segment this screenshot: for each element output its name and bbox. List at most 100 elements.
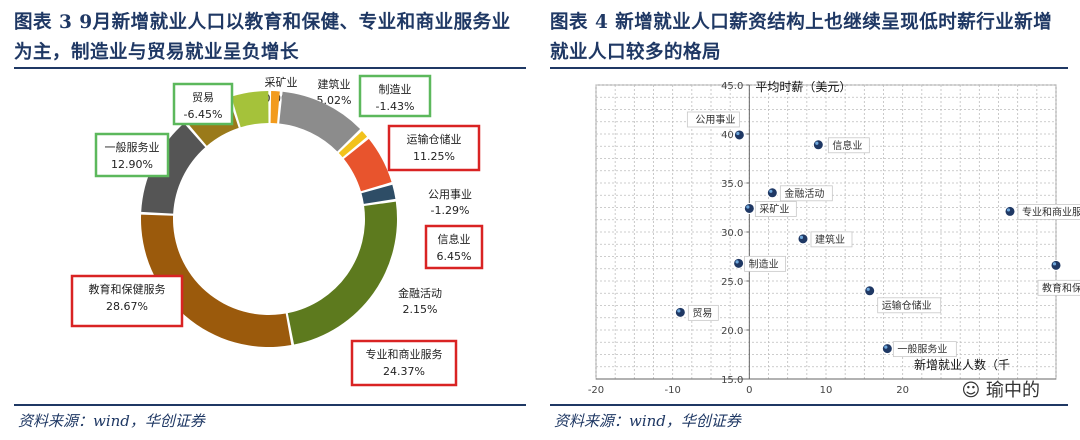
y-tick-label: 40.0 bbox=[721, 130, 743, 141]
slice-7 bbox=[287, 201, 397, 345]
x-tick-label: 0 bbox=[746, 385, 752, 396]
y-tick-label: 20.0 bbox=[721, 326, 743, 337]
slice-9-highlight-box bbox=[94, 132, 170, 178]
y-tick-label: 15.0 bbox=[721, 375, 743, 386]
point-label: 贸易 bbox=[692, 307, 712, 319]
right-chart-title: 图表 4 新增就业人口薪资结构上也继续呈现低时薪行业新增就业人口较多的格局 bbox=[550, 12, 1053, 63]
slice-0-label: 采矿业 bbox=[265, 76, 298, 89]
x-tick-label: -10 bbox=[664, 385, 680, 396]
slice-5-label: 信息业 bbox=[438, 232, 471, 246]
right-panel: 图表 4 新增就业人口薪资结构上也继续呈现低时薪行业新增就业人口较多的格局 15… bbox=[550, 0, 1080, 440]
scatter-point-highlight bbox=[735, 260, 739, 264]
scatter-point-highlight bbox=[815, 141, 819, 145]
point-label: 一般服务业 bbox=[897, 343, 947, 356]
y-tick-label: 45.0 bbox=[721, 81, 743, 92]
point-label-box bbox=[877, 297, 942, 314]
point-label-box bbox=[754, 201, 797, 217]
x-tick-label: 20 bbox=[896, 385, 909, 396]
slice-3-label: 运输仓储业 bbox=[407, 132, 462, 146]
scatter-point bbox=[812, 139, 824, 151]
y-tick-label: 35.0 bbox=[721, 179, 743, 190]
y-axis-title: 平均时薪（美元） bbox=[755, 80, 851, 94]
slice-3-value: 11.25% bbox=[413, 150, 455, 163]
point-label: 金融活动 bbox=[784, 187, 824, 200]
scatter-point bbox=[743, 202, 755, 214]
slice-6-value: 2.15% bbox=[403, 303, 438, 316]
scatter-point-highlight bbox=[736, 131, 740, 136]
y-tick-label: 30.0 bbox=[721, 228, 743, 239]
point-label: 制造业 bbox=[749, 257, 779, 270]
point-label-box bbox=[892, 341, 957, 358]
slice-4 bbox=[338, 131, 368, 158]
point-label-box bbox=[686, 111, 740, 128]
scatter-point bbox=[864, 285, 876, 297]
scatter-point-highlight bbox=[769, 189, 773, 193]
slice-1 bbox=[231, 91, 269, 128]
slice-1-value: 5.02% bbox=[317, 94, 352, 107]
slice-7-highlight-box bbox=[350, 339, 458, 387]
scatter-point bbox=[1004, 205, 1016, 217]
point-label: 运输仓储业 bbox=[882, 299, 932, 312]
slice-5-highlight-box bbox=[424, 224, 484, 270]
scatter-point-highlight bbox=[799, 235, 804, 239]
scatter-chart: 15.0 20.0 25.0 30.0 35.0 40.0 45.0 -20 -10 0 10 20 平… bbox=[588, 80, 1080, 396]
left-chart-title: 图表 3 9月新增就业人口以教育和保健、专业和商业服务业为主，制造业与贸易就业呈… bbox=[14, 12, 511, 63]
x-tick-label: -20 bbox=[588, 385, 604, 396]
point-label: 专业和商业服务 bbox=[1022, 205, 1080, 218]
left-source-note: 资料来源：wind，华创证券 bbox=[18, 412, 205, 430]
point-label-box bbox=[744, 255, 787, 272]
y-tick-label: 25.0 bbox=[721, 277, 743, 288]
left-top-rule bbox=[14, 67, 526, 69]
x-tick-label: 10 bbox=[820, 385, 833, 396]
point-label-box bbox=[687, 304, 719, 321]
slice-4-label: 公用事业 bbox=[428, 188, 472, 201]
slice-4-value: -1.29% bbox=[431, 204, 470, 217]
left-bottom-rule bbox=[14, 404, 526, 406]
scatter-point bbox=[733, 257, 745, 269]
slice-6-label: 金融活动 bbox=[398, 286, 442, 300]
slice-7-value: 24.37% bbox=[383, 365, 425, 378]
right-top-rule bbox=[550, 67, 1068, 69]
slice-3 bbox=[279, 91, 361, 152]
scatter-point bbox=[733, 129, 745, 141]
point-label-box bbox=[1017, 204, 1080, 220]
donut-chart: 采矿业0.00%建筑业5.02%制造业-1.43%运输仓储业11.25%公用事业… bbox=[70, 74, 484, 387]
watermark: ☺ 瑜中的 bbox=[962, 376, 1041, 402]
point-label: 信息业 bbox=[832, 139, 862, 152]
scatter-point bbox=[674, 306, 686, 318]
slice-2-highlight-box bbox=[358, 74, 432, 118]
x-axis-title: 新增就业人数（千 bbox=[914, 357, 1010, 372]
slice-9-label: 一般服务业 bbox=[105, 141, 160, 154]
left-panel: 图表 3 9月新增就业人口以教育和保健、专业和商业服务业为主，制造业与贸易就业呈… bbox=[14, 0, 526, 440]
slice-2-label: 制造业 bbox=[379, 82, 412, 96]
slice-10-label: 贸易 bbox=[192, 91, 214, 104]
slice-5 bbox=[343, 138, 392, 192]
scatter-point-highlight bbox=[677, 309, 681, 313]
watermark-text: 瑜中的 bbox=[986, 380, 1040, 401]
slice-3-highlight-box bbox=[387, 124, 481, 172]
slice-8 bbox=[141, 214, 292, 347]
scatter-point-highlight bbox=[746, 205, 750, 209]
scatter-point bbox=[797, 233, 809, 245]
point-label-box bbox=[1037, 279, 1080, 296]
slice-7-label: 专业和商业服务 bbox=[366, 347, 443, 361]
scatter-point bbox=[1050, 259, 1062, 271]
slice-8-highlight-box bbox=[70, 274, 184, 328]
right-bottom-rule bbox=[550, 404, 1068, 406]
slice-5-value: 6.45% bbox=[437, 250, 472, 263]
point-label-box bbox=[779, 185, 833, 202]
point-label-box bbox=[810, 231, 853, 248]
scatter-point-highlight bbox=[1006, 208, 1011, 212]
slice-8-value: 28.67% bbox=[106, 300, 148, 313]
scatter-point-highlight bbox=[1052, 262, 1057, 266]
scatter-point-highlight bbox=[884, 345, 888, 349]
slice-6 bbox=[361, 184, 396, 204]
scatter-point bbox=[766, 187, 778, 199]
point-label: 公用事业 bbox=[695, 113, 735, 126]
scatter-point-highlight bbox=[866, 287, 870, 291]
right-source-note: 资料来源：wind，华创证券 bbox=[554, 412, 741, 430]
scatter-point bbox=[881, 343, 893, 355]
point-label-box bbox=[827, 137, 870, 154]
point-label: 建筑业 bbox=[815, 233, 845, 246]
point-label: 教育和保健服务 bbox=[1042, 281, 1080, 294]
